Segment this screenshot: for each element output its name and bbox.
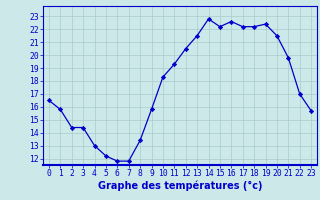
X-axis label: Graphe des températures (°c): Graphe des températures (°c) (98, 181, 262, 191)
